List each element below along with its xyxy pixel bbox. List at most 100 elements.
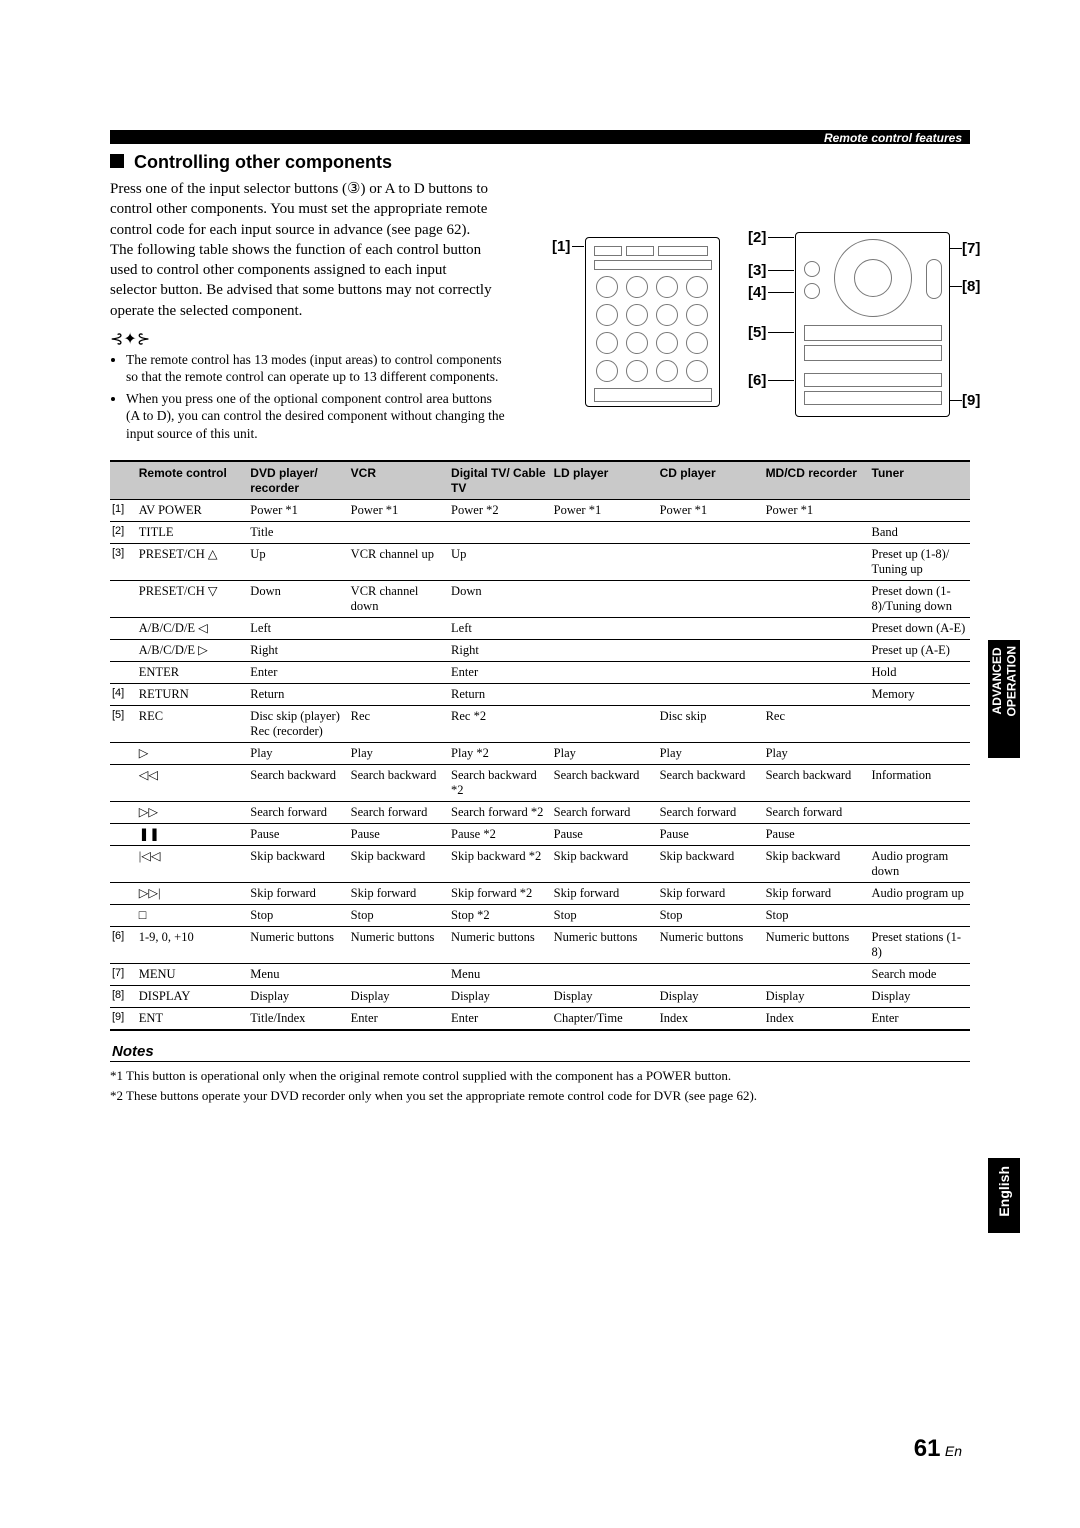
table-cell: Pause *2	[449, 824, 552, 846]
table-cell: Return	[248, 684, 348, 706]
table-header: Remote control	[137, 461, 249, 499]
table-cell	[764, 618, 870, 640]
table-cell: Left	[449, 618, 552, 640]
table-header: LD player	[552, 461, 658, 499]
table-cell	[552, 618, 658, 640]
row-num: [5]	[110, 706, 137, 743]
table-cell: Search backward	[552, 765, 658, 802]
callout-5: [5]	[748, 324, 766, 341]
header-label: Remote control features	[824, 131, 962, 145]
remote-diagram: [1] [2] [3] [4] [5] [6] [7] [8] [9]	[530, 232, 970, 432]
row-num: [8]	[110, 986, 137, 1008]
table-cell	[764, 964, 870, 986]
table-cell	[658, 640, 764, 662]
tip-item: When you press one of the optional compo…	[126, 390, 505, 443]
intro-paragraph: Press one of the input selector buttons …	[110, 179, 495, 321]
table-header: CD player	[658, 461, 764, 499]
table-cell	[349, 640, 449, 662]
side-tab-line: ADVANCED	[990, 648, 1004, 715]
table-cell: Return	[449, 684, 552, 706]
table-cell: Play	[248, 743, 348, 765]
table-cell	[658, 662, 764, 684]
table-cell: Power *2	[449, 500, 552, 522]
table-cell: Index	[658, 1008, 764, 1031]
table-cell: Stop *2	[449, 905, 552, 927]
table-cell	[764, 662, 870, 684]
table-cell: Power *1	[248, 500, 348, 522]
table-cell: Stop	[349, 905, 449, 927]
page-number: 61 En	[914, 1435, 962, 1463]
row-num	[110, 905, 137, 927]
table-cell: Play	[658, 743, 764, 765]
table-cell: Menu	[248, 964, 348, 986]
table-cell: Up	[248, 544, 348, 581]
table-cell: Stop	[248, 905, 348, 927]
table-header: VCR	[349, 461, 449, 499]
row-num: [3]	[110, 544, 137, 581]
row-num	[110, 662, 137, 684]
callout-7: [7]	[962, 240, 980, 257]
callout-8: [8]	[962, 278, 980, 295]
table-cell: Display	[658, 986, 764, 1008]
table-row: [3]PRESET/CH △UpVCR channel upUpPreset u…	[110, 544, 970, 581]
table-row: [1]AV POWERPower *1Power *1Power *2Power…	[110, 500, 970, 522]
table-cell: Search mode	[870, 964, 970, 986]
remote-control-label: PRESET/CH △	[137, 544, 249, 581]
table-cell	[349, 964, 449, 986]
table-cell: Display	[248, 986, 348, 1008]
table-cell	[870, 802, 970, 824]
table-cell: Numeric buttons	[658, 927, 764, 964]
callout-2: [2]	[748, 229, 766, 246]
table-cell: Up	[449, 544, 552, 581]
table-cell: Skip backward *2	[449, 846, 552, 883]
table-cell	[349, 662, 449, 684]
table-cell: Pause	[552, 824, 658, 846]
table-cell	[658, 581, 764, 618]
row-num: [2]	[110, 522, 137, 544]
table-row: ◁◁Search backwardSearch backwardSearch b…	[110, 765, 970, 802]
remote-control-label: |◁◁	[137, 846, 249, 883]
table-cell	[552, 662, 658, 684]
table-cell: Skip forward	[658, 883, 764, 905]
table-row: [5]RECDisc skip (player) Rec (recorder)R…	[110, 706, 970, 743]
table-cell: Skip forward	[349, 883, 449, 905]
table-cell: Stop	[552, 905, 658, 927]
table-row: A/B/C/D/E ◁LeftLeftPreset down (A-E)	[110, 618, 970, 640]
table-cell: Power *1	[764, 500, 870, 522]
table-cell: Skip backward	[552, 846, 658, 883]
table-cell: Play	[552, 743, 658, 765]
table-header: Tuner	[870, 461, 970, 499]
remote-control-label: 1-9, 0, +10	[137, 927, 249, 964]
table-cell: Power *1	[658, 500, 764, 522]
table-row: [7]MENUMenuMenuSearch mode	[110, 964, 970, 986]
table-row: |◁◁Skip backwardSkip backwardSkip backwa…	[110, 846, 970, 883]
callout-4: [4]	[748, 284, 766, 301]
table-cell: Stop	[764, 905, 870, 927]
table-cell	[764, 522, 870, 544]
table-cell: Right	[449, 640, 552, 662]
table-cell	[449, 522, 552, 544]
table-cell: Numeric buttons	[764, 927, 870, 964]
remote-control-label: MENU	[137, 964, 249, 986]
remote-control-label: RETURN	[137, 684, 249, 706]
table-cell: Skip forward	[764, 883, 870, 905]
remote-control-label: □	[137, 905, 249, 927]
square-bullet-icon	[110, 154, 124, 168]
table-cell: Pause	[248, 824, 348, 846]
table-cell: Disc skip	[658, 706, 764, 743]
table-cell: Down	[248, 581, 348, 618]
table-cell: Enter	[449, 662, 552, 684]
table-cell: VCR channel down	[349, 581, 449, 618]
table-cell: Skip forward	[248, 883, 348, 905]
table-cell	[658, 522, 764, 544]
table-cell: Numeric buttons	[349, 927, 449, 964]
table-cell: Skip forward	[552, 883, 658, 905]
table-cell: Skip forward *2	[449, 883, 552, 905]
table-cell	[870, 905, 970, 927]
table-cell: Left	[248, 618, 348, 640]
row-num: [9]	[110, 1008, 137, 1031]
table-row: ▷PlayPlayPlay *2PlayPlayPlay	[110, 743, 970, 765]
table-cell	[349, 618, 449, 640]
table-cell: Search backward	[764, 765, 870, 802]
table-cell: Audio program up	[870, 883, 970, 905]
